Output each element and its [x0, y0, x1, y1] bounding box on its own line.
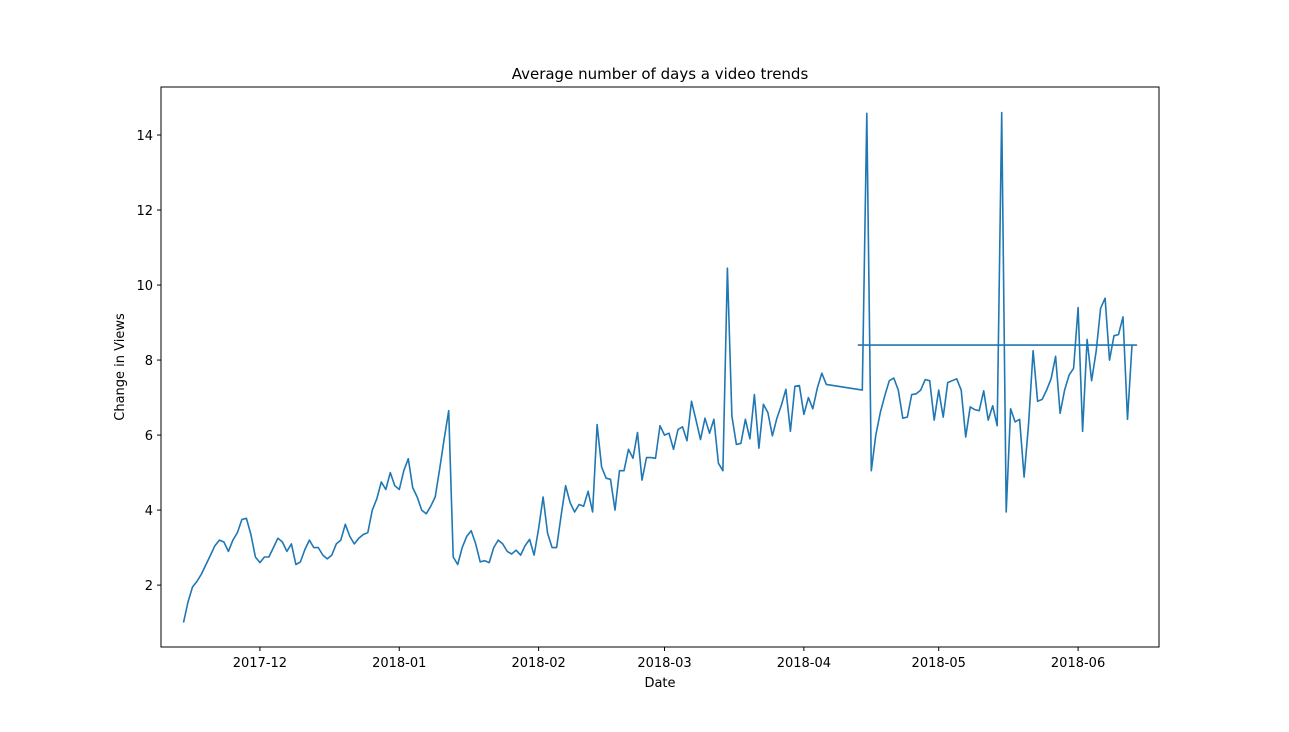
x-tick-label: 2018-04	[777, 656, 831, 671]
x-axis-ticks: 2017-12 2018-01 2018-02 2018-03 2018-04 2018-…	[233, 647, 1105, 671]
y-tick-label: 6	[145, 429, 153, 444]
x-tick-label: 2018-05	[912, 656, 966, 671]
y-tick-label: 12	[136, 204, 153, 219]
y-tick-label: 8	[145, 354, 153, 369]
x-axis-label: Date	[644, 676, 675, 691]
x-tick-label: 2018-03	[637, 656, 691, 671]
y-axis-ticks: 2 4 6 8 10 12 14	[136, 129, 161, 594]
series-line	[182, 111, 1138, 623]
y-tick-label: 10	[136, 279, 153, 294]
plot-area	[182, 111, 1138, 623]
axes-frame	[160, 86, 1160, 648]
x-tick-label: 2018-01	[372, 656, 426, 671]
y-tick-label: 14	[136, 129, 153, 144]
x-tick-label: 2017-12	[233, 656, 287, 671]
y-tick-label: 4	[145, 504, 153, 519]
x-tick-label: 2018-06	[1051, 656, 1105, 671]
y-tick-label: 2	[145, 579, 153, 594]
chart-title: Average number of days a video trends	[512, 65, 809, 83]
y-axis-label: Change in Views	[113, 313, 128, 421]
x-tick-label: 2018-02	[511, 656, 565, 671]
